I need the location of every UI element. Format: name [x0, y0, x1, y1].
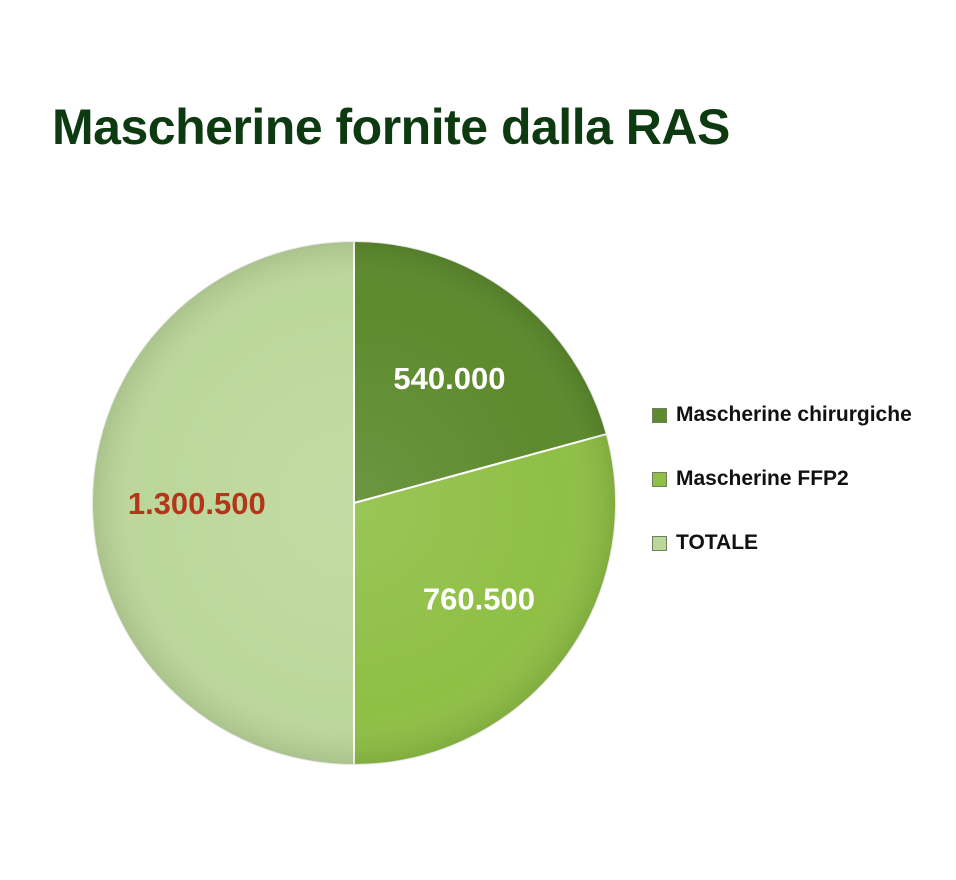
legend-swatch: [652, 471, 667, 487]
legend-item-chirurgiche: Mascherine chirurgiche: [652, 400, 912, 430]
legend-label: Mascherine FFP2: [676, 467, 849, 490]
legend-item-ffp2: Mascherine FFP2: [652, 464, 912, 494]
legend-item-totale: TOTALE: [652, 528, 912, 558]
data-label-totale: 1.300.500: [128, 486, 266, 521]
legend: Mascherine chirurgiche Mascherine FFP2 T…: [652, 400, 912, 592]
data-label-ffp2: 760.500: [423, 581, 535, 616]
legend-label: TOTALE: [676, 531, 759, 554]
legend-label: Mascherine chirurgiche: [676, 403, 912, 426]
legend-swatch: [652, 535, 667, 551]
data-label-chirurgiche: 540.000: [393, 361, 505, 396]
legend-swatch: [652, 407, 667, 423]
chart-title: Mascherine fornite dalla RAS: [52, 99, 730, 155]
